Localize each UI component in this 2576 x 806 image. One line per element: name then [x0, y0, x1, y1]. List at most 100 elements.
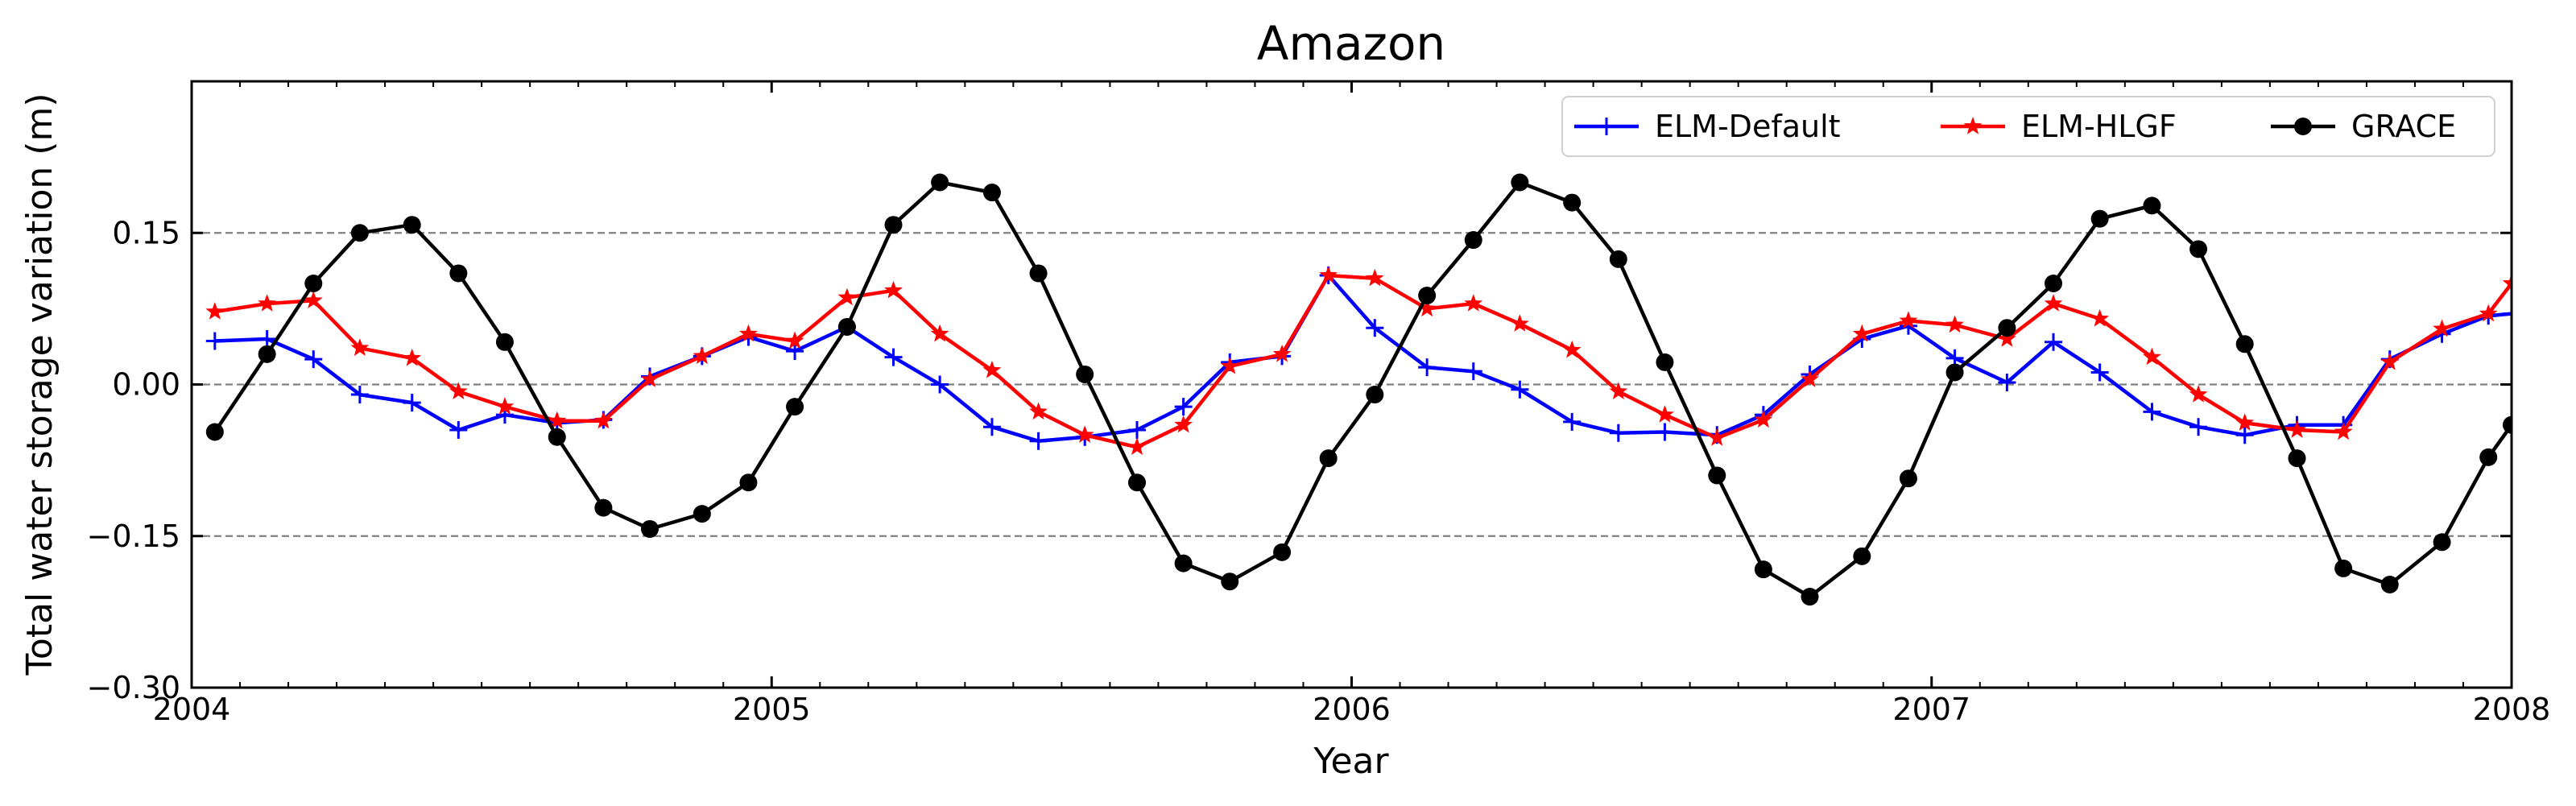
x-tick-label: 2008	[2473, 692, 2551, 727]
data-point	[1464, 362, 1482, 381]
data-point	[1754, 560, 1772, 579]
legend: ELM-Default ELM-HLGF GRACE	[1561, 96, 2495, 157]
data-point	[258, 345, 276, 363]
data-point	[495, 333, 514, 351]
data-point	[1029, 264, 1048, 283]
data-point	[1076, 365, 1094, 383]
reference-lines	[192, 232, 2512, 537]
data-point	[449, 420, 468, 439]
data-point	[350, 386, 369, 404]
data-point	[1273, 543, 1292, 561]
data-point	[205, 302, 225, 320]
data-point	[1656, 423, 1674, 441]
data-point	[495, 397, 515, 415]
series-line	[214, 273, 2512, 444]
data-point	[2044, 294, 2063, 312]
data-point	[2235, 426, 2254, 444]
legend-label: ELM-Default	[1655, 109, 1841, 144]
data-point	[1511, 314, 1529, 332]
data-point	[1319, 449, 1338, 468]
data-point	[1609, 382, 1628, 399]
data-point	[2090, 209, 2109, 228]
data-point	[1418, 287, 1437, 305]
data-point	[1127, 437, 1147, 455]
data-point	[884, 280, 903, 299]
data-point	[1656, 353, 1674, 371]
data-point	[884, 348, 903, 366]
legend-marker	[1963, 117, 1983, 134]
data-point	[1899, 311, 1918, 329]
data-point	[739, 324, 758, 342]
data-point	[1319, 266, 1338, 283]
legend-marker	[2294, 118, 2312, 135]
data-point	[982, 418, 1001, 436]
data-point	[1365, 268, 1384, 287]
data-point	[2235, 413, 2255, 431]
data-point	[594, 498, 613, 517]
data-point	[304, 275, 323, 292]
data-point	[449, 264, 468, 283]
data-point	[1029, 402, 1048, 420]
series-grace	[205, 173, 2512, 606]
data-point	[2045, 333, 2063, 351]
data-point	[1801, 588, 1819, 606]
y-tick-label: 0.00	[112, 367, 180, 403]
data-point	[2334, 559, 2353, 577]
data-point	[1366, 319, 1384, 337]
data-point	[2288, 449, 2306, 468]
data-point	[1609, 250, 1627, 268]
y-tick-label: 0.15	[112, 215, 180, 250]
data-point	[548, 411, 567, 429]
data-point	[2143, 196, 2161, 215]
data-point	[1174, 415, 1193, 433]
data-point	[1945, 315, 1964, 333]
data-point	[1998, 319, 2016, 337]
data-point	[403, 216, 421, 234]
data-point	[2433, 319, 2451, 337]
data-point	[930, 324, 949, 342]
data-point	[2380, 352, 2400, 370]
y-axis-label: Total water storage variation (m)	[19, 93, 60, 676]
data-point	[1511, 380, 1529, 399]
data-point	[1221, 572, 1239, 591]
legend-label: ELM-HLGF	[2021, 109, 2177, 144]
axis-ticks: −0.30 −0.15 0.00 0.15 2004 2005 2006 2007 2008	[87, 81, 2551, 727]
data-point	[2479, 304, 2498, 322]
data-point	[1609, 424, 1627, 442]
data-point	[350, 224, 369, 242]
data-point	[1464, 294, 1483, 312]
data-point	[837, 287, 857, 306]
x-tick-label: 2004	[153, 692, 231, 727]
data-point	[786, 398, 804, 416]
data-point	[1418, 358, 1437, 377]
data-point	[1899, 469, 1917, 488]
data-point	[403, 348, 422, 366]
y-tick-label: −0.15	[87, 519, 180, 554]
data-point	[1128, 473, 1147, 492]
data-point	[594, 411, 613, 429]
data-point	[1174, 554, 1193, 572]
x-tick-label: 2007	[1892, 692, 1970, 727]
data-point	[205, 423, 224, 441]
data-point	[304, 291, 323, 308]
data-point	[1754, 410, 1773, 428]
legend-box	[1561, 96, 2495, 157]
data-point	[1708, 466, 1726, 485]
data-point	[449, 382, 468, 399]
legend-item-elm-hlgf: ELM-HLGF	[1941, 109, 2177, 144]
data-point	[640, 370, 660, 387]
x-tick-label: 2006	[1313, 692, 1391, 727]
data-point	[1464, 231, 1482, 250]
data-point	[548, 428, 566, 446]
data-point	[2090, 308, 2109, 327]
data-point	[1562, 340, 1582, 358]
data-point	[982, 184, 1001, 202]
data-point	[1801, 370, 1819, 387]
series-layer	[205, 173, 2512, 606]
data-point	[2288, 420, 2306, 438]
data-point	[1945, 363, 1964, 382]
data-point	[1272, 344, 1292, 362]
data-point	[2143, 403, 2161, 421]
data-point	[640, 519, 659, 538]
